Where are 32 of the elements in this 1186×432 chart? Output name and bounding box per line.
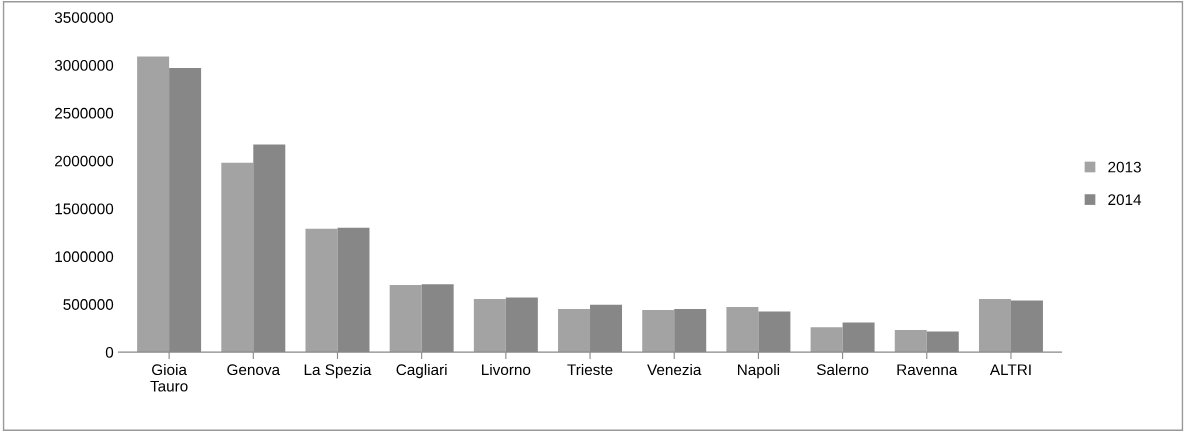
bar: [137, 56, 170, 353]
x-tick-label: Napoli: [738, 363, 780, 379]
x-tick-label: Livorno: [482, 363, 531, 376]
y-tick-label: 0: [105, 346, 114, 358]
bar: [978, 298, 1011, 353]
bar: [558, 309, 591, 353]
y-tick-label: 1500000: [55, 203, 114, 215]
bar: [389, 285, 422, 353]
x-tick-label: Cagliari: [396, 363, 447, 379]
bar: [221, 162, 254, 353]
y-tick-label: 1000000: [55, 251, 114, 263]
bar: [726, 307, 759, 353]
bar: [894, 330, 927, 353]
y-tick-label: 3500000: [54, 12, 114, 23]
x-tick-label: Gioia Tauro: [150, 363, 188, 392]
y-tick-label: 2500000: [55, 107, 114, 119]
x-tick-label: Venezia: [647, 363, 702, 376]
x-tick-label: ALTRI: [989, 364, 1031, 375]
y-tick-label: 500000: [63, 299, 114, 310]
x-tick-label: Trieste: [567, 363, 613, 376]
y-tick-label: 2000000: [55, 155, 114, 167]
bar: [810, 327, 843, 353]
legend-label: 2013: [1108, 161, 1141, 173]
legend-label: 2014: [1108, 194, 1142, 206]
x-tick-label: La Spezia: [304, 363, 372, 379]
bar: [305, 228, 338, 353]
x-tick-label: Salerno: [816, 363, 869, 376]
x-tick-label: Ravenna: [897, 364, 958, 376]
bar: [473, 298, 506, 353]
y-tick-label: 3000000: [54, 59, 114, 71]
x-tick-label: Genova: [227, 364, 281, 376]
bar: [642, 309, 675, 353]
